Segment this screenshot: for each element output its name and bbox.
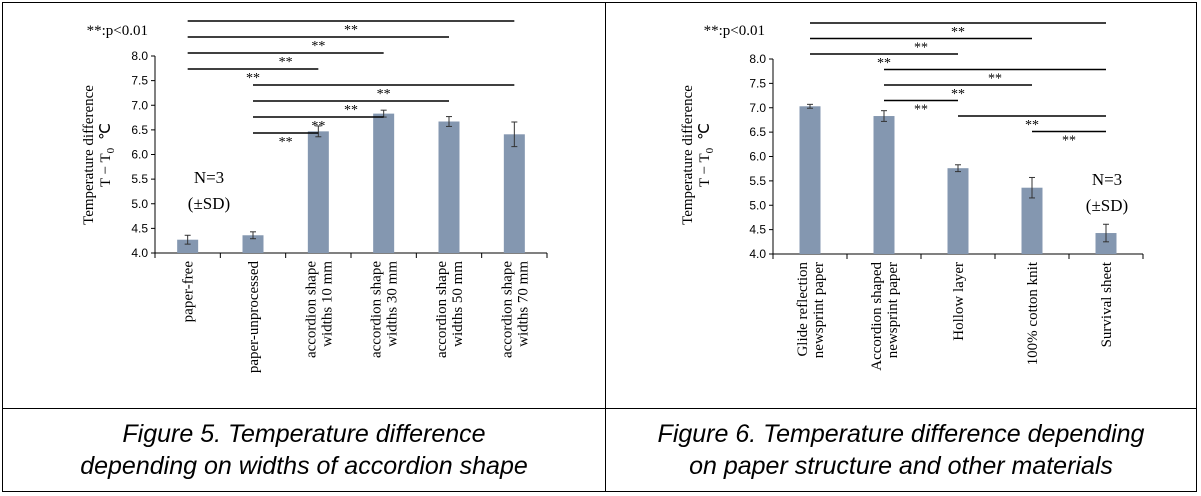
fig5-category-label: paper-unprocessed	[246, 261, 262, 374]
fig5-y-tick-label: 6.5	[131, 123, 148, 137]
fig6-significance-marker: **	[988, 72, 1002, 87]
fig5-significance-marker: **	[279, 135, 293, 150]
fig5-y-tick-label: 6.0	[131, 148, 148, 162]
fig6-category-label: Accordion shaped newsprint paper	[869, 262, 901, 371]
fig6-bar	[947, 168, 969, 254]
figure-5-caption: Figure 5. Temperature difference dependi…	[6, 418, 602, 482]
fig5-category-text: widths 10 mm	[319, 261, 335, 347]
fig5-category-label: accordion shape widths 70 mm	[499, 261, 531, 358]
fig5-y-label-line1: Temperature difference	[81, 85, 97, 225]
fig5-category-label: paper-free	[181, 261, 197, 323]
figure-6-caption-line2: on paper structure and other materials	[689, 452, 1113, 480]
fig6-significance-marker: **	[1062, 134, 1076, 149]
fig5-note-sd: (±SD)	[188, 194, 230, 213]
fig5-category-text: paper-free	[181, 261, 197, 323]
fig6-significance-marker: **	[951, 87, 965, 102]
fig5-y-tick-label: 5.0	[131, 197, 148, 211]
fig5-category-text: widths 30 mm	[385, 261, 401, 347]
fig6-significance-marker: **	[1025, 118, 1039, 133]
fig5-significance-marker: **	[377, 87, 391, 102]
fig5-significance-marker: **	[246, 71, 260, 86]
fig5-significance-marker: **	[279, 55, 293, 70]
fig6-category-label: Glide reflection newsprint paper	[795, 262, 827, 359]
fig6-category-label: 100% cotton knit	[1025, 261, 1041, 365]
fig5-category-text: paper-unprocessed	[246, 261, 262, 374]
fig6-significance-marker: **	[877, 56, 891, 71]
fig6-y-tick-label: 4.5	[749, 223, 766, 237]
fig6-category-label: Hollow layer	[951, 262, 967, 341]
fig6-category-text: Survival sheet	[1099, 261, 1115, 347]
fig5-category-label: accordion shape widths 50 mm	[434, 261, 466, 358]
fig5-bar	[503, 134, 525, 253]
fig5-y-tick-label: 5.5	[131, 172, 148, 186]
fig5-significance-marker: **	[344, 23, 358, 38]
fig6-category-text: Glide reflection	[795, 262, 811, 357]
fig5-y-label-line2: T − T0℃	[98, 123, 117, 187]
fig5-y-tick-label: 7.0	[131, 98, 148, 112]
fig5-significance-marker: **	[344, 103, 358, 118]
figure-6-chart: 4.0 4.5 5.0 5.5 6.0 6.5 7.0 7.5 8.0 Glide reflect…	[680, 22, 1144, 371]
fig5-y-axis-label: Temperature difference T − T0℃	[81, 85, 117, 225]
fig6-significance-marker: **	[914, 41, 928, 56]
fig5-category-text: accordion shape	[303, 261, 319, 358]
fig5-category-text: widths 50 mm	[450, 261, 466, 347]
fig6-y-tick-label: 5.5	[749, 174, 766, 188]
fig5-y-tick-label: 4.0	[131, 246, 148, 260]
fig6-category-text: newsprint paper	[885, 262, 901, 358]
fig6-y-tick-label: 7.0	[749, 101, 766, 115]
fig6-category-text: Accordion shaped	[869, 262, 885, 371]
fig6-bar	[1021, 187, 1043, 254]
figure-divider-vertical	[605, 2, 606, 492]
fig5-category-text: accordion shape	[499, 261, 515, 358]
fig5-bar	[373, 113, 395, 253]
figure-5-caption-line1: Figure 5. Temperature difference	[122, 420, 486, 448]
figure-5-chart: 4.0 4.5 5.0 5.5 6.0 6.5 7.0 7.5 8.0 paper-free pap…	[81, 20, 548, 374]
fig6-y-tick-label: 6.0	[749, 150, 766, 164]
fig6-y-tick-label: 8.0	[749, 52, 766, 66]
fig5-category-text: accordion shape	[434, 261, 450, 358]
fig6-bar	[1095, 233, 1117, 254]
fig6-significance-marker: **	[914, 103, 928, 118]
fig5-bar	[438, 121, 460, 253]
fig6-significance-marker: **	[951, 25, 965, 40]
fig6-y-tick-label: 5.0	[749, 198, 766, 212]
fig6-note-n: N=3	[1092, 170, 1122, 189]
fig5-y-tick-label: 8.0	[131, 49, 148, 63]
fig6-note-sd: (±SD)	[1086, 196, 1128, 215]
fig5-significance-legend: **:p<0.01	[87, 23, 148, 39]
fig5-y-tick-label: 4.5	[131, 221, 148, 235]
fig6-bar	[799, 106, 821, 254]
fig6-bar	[873, 116, 895, 254]
fig5-category-text: accordion shape	[369, 261, 385, 358]
fig6-significance-legend: **:p<0.01	[704, 23, 765, 39]
fig5-significance-marker: **	[311, 119, 325, 134]
fig6-category-label: Survival sheet	[1099, 261, 1115, 347]
fig6-y-label-line1: Temperature difference	[680, 85, 696, 225]
fig6-y-tick-label: 6.5	[749, 125, 766, 139]
fig6-y-axis-label: Temperature difference T − T0℃	[680, 85, 716, 225]
fig5-category-label: accordion shape widths 30 mm	[369, 261, 401, 358]
fig6-y-tick-label: 7.5	[749, 76, 766, 90]
fig5-y-tick-label: 7.5	[131, 74, 148, 88]
fig6-category-text: Hollow layer	[951, 262, 967, 341]
fig6-y-tick-label: 4.0	[749, 247, 766, 261]
fig5-category-label: accordion shape widths 10 mm	[303, 261, 335, 358]
fig5-category-text: widths 70 mm	[515, 261, 531, 347]
fig6-category-text: 100% cotton knit	[1025, 261, 1041, 365]
fig6-y-label-line2: T − T0℃	[697, 123, 716, 187]
fig6-category-text: newsprint paper	[811, 262, 827, 358]
fig5-bar	[307, 131, 329, 253]
figure-6-caption: Figure 6. Temperature difference dependi…	[603, 418, 1199, 482]
fig5-bar	[242, 235, 264, 253]
fig5-significance-marker: **	[311, 39, 325, 54]
figure-divider-horizontal	[2, 408, 1197, 409]
figure-6-caption-line1: Figure 6. Temperature difference dependi…	[657, 420, 1145, 448]
figure-5-caption-line2: depending on widths of accordion shape	[80, 452, 528, 480]
fig5-bar	[177, 239, 199, 253]
fig5-note-n: N=3	[194, 168, 224, 187]
